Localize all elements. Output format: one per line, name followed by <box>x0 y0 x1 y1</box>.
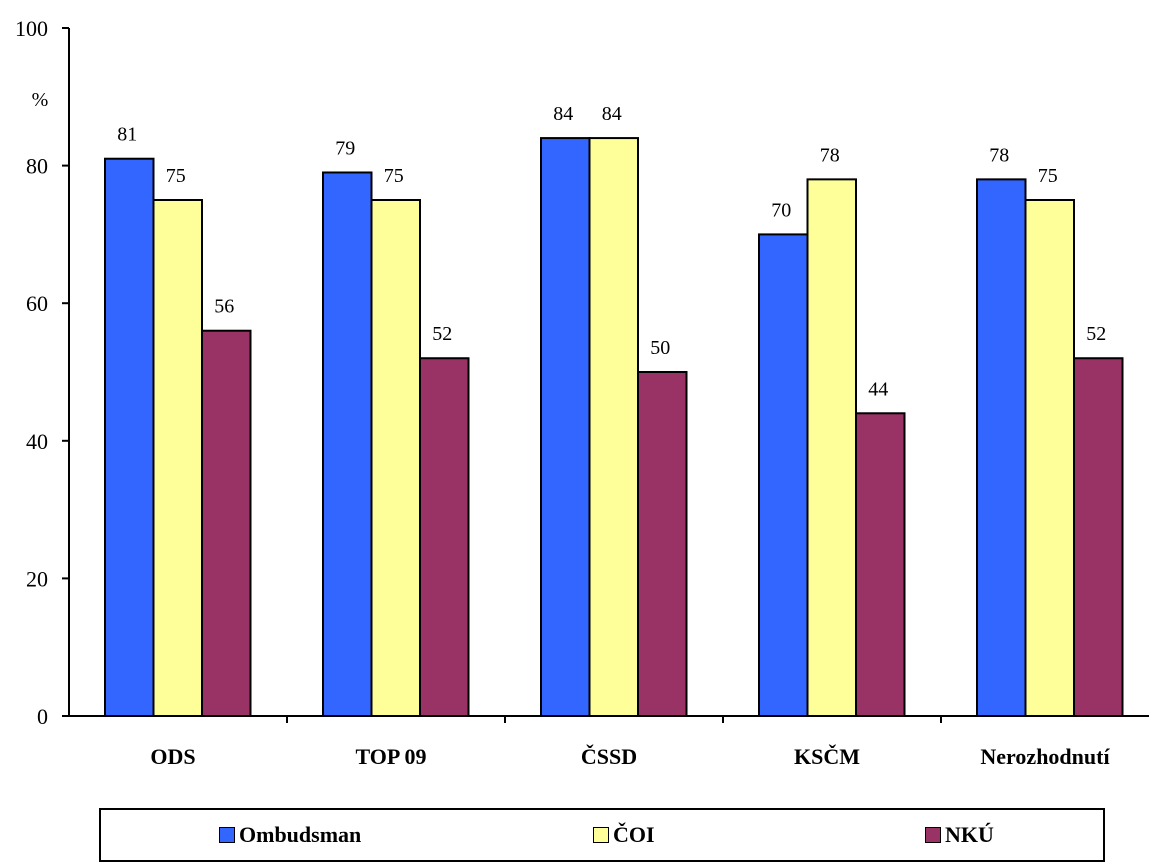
legend-item-coi: ČOI <box>593 822 655 848</box>
data-label: 52 <box>1086 323 1106 345</box>
bar-ombudsman-2 <box>540 137 591 717</box>
labels: 0 20 40 60 80 100% 81 75 56 ODS 79 75 52 TOP 09 84 84 50… <box>15 16 1110 769</box>
bar-čoi-4 <box>1024 199 1075 717</box>
y-tick-label: 0 <box>37 704 48 729</box>
bar-ombudsman-3 <box>758 233 809 717</box>
data-label: 52 <box>432 323 452 345</box>
data-label: 79 <box>335 137 355 159</box>
x-category-label: Nerozhodnutí <box>980 744 1110 769</box>
data-label: 75 <box>384 165 404 187</box>
bar-nkú-3 <box>855 412 906 717</box>
data-label: 84 <box>602 103 622 125</box>
legend-label-nku: NKÚ <box>945 822 994 847</box>
bar-čoi-1 <box>370 199 421 717</box>
bar-čoi-0 <box>152 199 203 717</box>
bar-nkú-4 <box>1073 357 1124 717</box>
data-label: 78 <box>989 144 1009 166</box>
data-label: 75 <box>166 165 186 187</box>
data-label: 56 <box>214 296 234 318</box>
legend-item-nku: NKÚ <box>925 822 994 848</box>
bar-nkú-2 <box>637 371 688 717</box>
x-category-label: ODS <box>150 744 195 769</box>
y-tick-label: 40 <box>26 429 48 454</box>
legend-swatch-nku <box>925 827 941 843</box>
x-category-label: KSČM <box>794 744 860 769</box>
data-label: 81 <box>117 124 137 146</box>
y-unit-label: % <box>32 89 49 111</box>
bar-čoi-3 <box>806 178 857 718</box>
bar-čoi-2 <box>588 137 639 717</box>
data-label: 50 <box>650 337 670 359</box>
legend-label-coi: ČOI <box>613 822 655 847</box>
legend-swatch-coi <box>593 827 609 843</box>
legend-item-ombudsman: Ombudsman <box>219 822 361 848</box>
bar-ombudsman-1 <box>322 171 373 718</box>
data-label: 84 <box>553 103 573 125</box>
y-tick-label: 100 <box>15 16 48 41</box>
bar-nkú-1 <box>419 357 470 717</box>
x-category-label: ČSSD <box>581 744 637 769</box>
legend-swatch-ombudsman <box>219 827 235 843</box>
data-label: 44 <box>868 378 888 400</box>
x-category-label: TOP 09 <box>355 744 426 769</box>
data-label: 70 <box>771 199 791 221</box>
bar-ombudsman-4 <box>976 178 1027 718</box>
bar-chart: 0 20 40 60 80 100% 81 75 56 ODS 79 75 52 TOP 09 84 84 50… <box>15 16 1149 769</box>
bar-nkú-0 <box>201 329 252 717</box>
y-tick-label: 60 <box>26 291 48 316</box>
y-tick-label: 80 <box>26 154 48 179</box>
bars <box>104 137 1124 718</box>
legend: Ombudsman ČOI NKÚ <box>99 808 1105 862</box>
bar-ombudsman-0 <box>104 157 155 718</box>
y-tick-label: 20 <box>26 566 48 591</box>
data-label: 75 <box>1038 165 1058 187</box>
legend-label-ombudsman: Ombudsman <box>239 822 362 847</box>
data-label: 78 <box>820 144 840 166</box>
